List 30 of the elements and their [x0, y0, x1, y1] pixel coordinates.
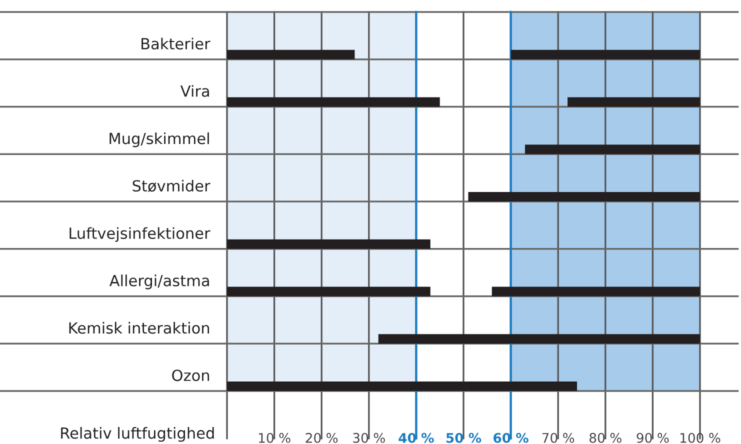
y-tick-label: Vira — [180, 85, 209, 97]
bar — [227, 50, 355, 60]
bar — [227, 239, 430, 249]
bar — [510, 50, 700, 60]
x-tick-label: 40 % — [398, 432, 434, 443]
x-tick-label: 60 % — [494, 432, 528, 443]
x-tick-label: 100 % — [680, 432, 720, 443]
bar — [468, 192, 700, 202]
bar — [492, 286, 700, 296]
x-tick-label: 70 % — [542, 432, 574, 443]
y-tick-label: Støvmider — [132, 180, 210, 192]
bar — [378, 334, 700, 344]
bar — [227, 382, 578, 391]
x-axis-title: Relativ luftfugtighed — [61, 427, 214, 442]
x-tick-label: 10 % — [258, 432, 290, 443]
bar — [568, 97, 700, 107]
x-tick-label: 30 % — [353, 432, 385, 443]
x-tick-label: 50 % — [446, 432, 482, 443]
x-tick-label: 90 % — [636, 432, 669, 443]
y-tick-label: Luftvejsinfektioner — [70, 227, 210, 242]
y-tick-label: Mug/skimmel — [110, 132, 209, 148]
bar — [524, 144, 700, 154]
bar — [227, 286, 430, 296]
bar — [227, 97, 440, 107]
y-tick-label: Ozon — [172, 370, 210, 382]
x-tick-label: 20 % — [306, 432, 338, 443]
y-tick-label: Kemisk interaktion — [69, 322, 210, 334]
y-tick-label: Bakterier — [142, 38, 210, 50]
x-tick-label: 80 % — [590, 432, 622, 443]
y-tick-label: Allergi/astma — [109, 274, 209, 290]
